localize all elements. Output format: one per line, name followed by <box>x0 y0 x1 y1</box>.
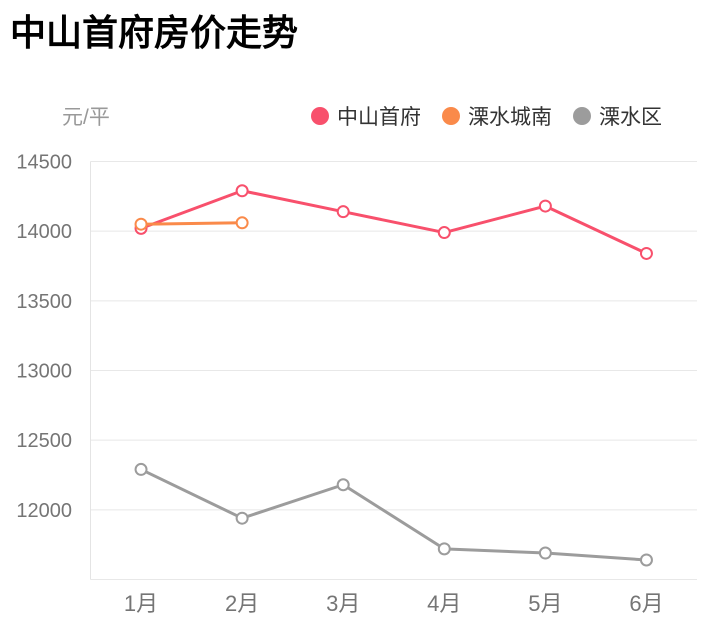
data-point-marker[interactable] <box>639 246 653 260</box>
y-axis-tick-label: 12000 <box>16 500 72 522</box>
data-point-marker[interactable] <box>336 205 350 219</box>
y-axis-tick-label: 12500 <box>16 430 72 452</box>
data-point-marker[interactable] <box>538 199 552 213</box>
legend-label: 中山首府 <box>337 106 421 129</box>
data-point-marker[interactable] <box>538 546 552 560</box>
legend-dot-icon <box>442 107 460 125</box>
x-axis-tick-label: 4月 <box>427 591 461 616</box>
series-line-2 <box>139 467 648 562</box>
chart-legend: 中山首府 溧水城南 溧水区 <box>311 101 662 131</box>
legend-dot-icon <box>573 107 591 125</box>
x-axis-tick-label: 6月 <box>629 591 663 616</box>
data-point-marker[interactable] <box>235 511 249 525</box>
data-point-marker[interactable] <box>437 542 451 556</box>
data-point-marker[interactable] <box>437 226 451 240</box>
y-axis-tick-label: 13000 <box>16 361 72 383</box>
x-axis-tick-label: 3月 <box>326 591 360 616</box>
y-axis-tick-label: 14000 <box>16 221 72 243</box>
data-point-marker[interactable] <box>134 217 148 231</box>
data-point-marker[interactable] <box>235 184 249 198</box>
legend-label: 溧水城南 <box>468 106 552 129</box>
data-point-marker[interactable] <box>235 216 249 230</box>
legend-item-zhongshan-shoufu[interactable]: 中山首府 <box>311 101 421 131</box>
y-axis-tick-label: 14500 <box>16 152 72 174</box>
legend-dot-icon <box>311 107 329 125</box>
page-title: 中山首府房价走势 <box>10 12 299 53</box>
data-point-marker[interactable] <box>134 462 148 476</box>
y-axis-unit-label: 元/平 <box>62 106 110 129</box>
y-axis-tick-label: 13500 <box>16 291 72 313</box>
legend-item-lishui-qu[interactable]: 溧水区 <box>573 101 662 131</box>
x-axis-tick-label: 5月 <box>528 591 562 616</box>
legend-label: 溧水区 <box>599 106 662 129</box>
x-axis-tick-label: 2月 <box>225 591 259 616</box>
x-axis-tick-label: 1月 <box>124 591 158 616</box>
legend-item-lishui-chengnan[interactable]: 溧水城南 <box>442 101 552 131</box>
data-point-marker[interactable] <box>336 478 350 492</box>
series-line-1 <box>139 221 244 226</box>
data-point-marker[interactable] <box>639 553 653 567</box>
series-line-0 <box>139 189 648 255</box>
